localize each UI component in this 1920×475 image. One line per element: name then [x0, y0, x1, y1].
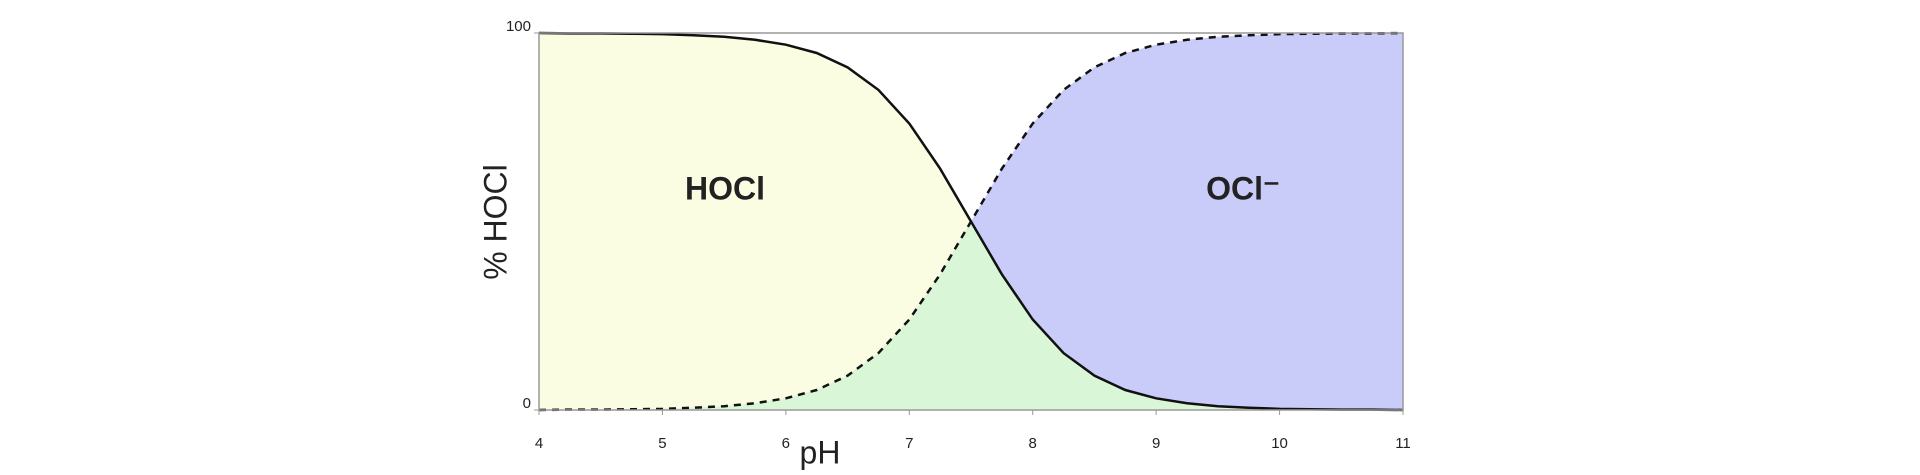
x-tick-label: 7 — [905, 435, 913, 452]
x-tick-label: 11 — [1395, 435, 1411, 452]
x-tick-label: 6 — [782, 435, 790, 452]
y-axis-label: % HOCl — [477, 164, 513, 280]
plot-frame — [538, 32, 1404, 411]
x-tick-label: 8 — [1029, 435, 1037, 452]
x-tick-label: 9 — [1152, 435, 1160, 452]
y-tick-label: 0 — [523, 395, 531, 412]
line — [538, 31, 1404, 412]
x-tick-label: 10 — [1271, 435, 1288, 452]
series-label: HOCl — [685, 170, 765, 206]
y-tick-label: 100 — [506, 18, 531, 35]
x-tick-label: 4 — [535, 435, 543, 452]
x-axis-label: pH — [800, 434, 841, 470]
series-label: OCl⁻ — [1206, 170, 1280, 206]
x-tick-label: 5 — [658, 435, 666, 452]
